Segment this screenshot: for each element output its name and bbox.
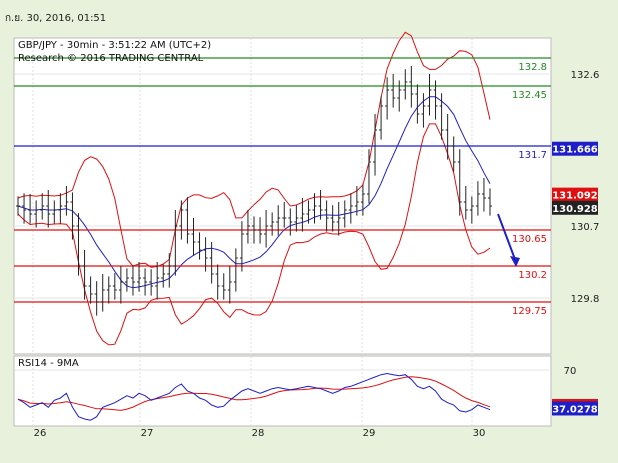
rsi-ma-line: [17, 376, 491, 411]
y-tick-label: 132.6: [571, 70, 600, 81]
level-label: 130.65: [512, 234, 547, 245]
projection-arrow: [497, 213, 517, 263]
price-tag-label: 131.666: [552, 145, 598, 156]
x-tick-label: 29: [363, 428, 376, 439]
candles: [16, 66, 492, 316]
level-label: 132.45: [512, 90, 547, 101]
chart-title: GBP/JPY - 30min - 3:51:22 AM (UTC+2): [18, 40, 211, 51]
x-tick-label: 27: [141, 428, 154, 439]
y-tick-label: 130.7: [571, 222, 600, 233]
level-label: 131.7: [518, 150, 547, 161]
grid: [14, 38, 551, 426]
chart-date: ก.ย. 30, 2016, 01:51: [5, 13, 107, 24]
chart-subtitle: Research © 2016 TRADING CENTRAL: [18, 53, 204, 64]
level-label: 132.8: [518, 62, 547, 73]
bollinger-upper: [17, 31, 491, 268]
rsi-line: [17, 372, 491, 421]
rsi-tick-label: 70: [564, 366, 577, 377]
rsi-title: RSI14 - 9MA: [18, 358, 79, 369]
price-tag: [552, 141, 598, 156]
price-tag-label: 131.092: [552, 191, 598, 202]
x-tick-label: 28: [252, 428, 265, 439]
level-label: 129.75: [512, 306, 547, 317]
rsi-tag: [552, 401, 598, 416]
rsi-tag-label: 37.0278: [552, 404, 598, 415]
moving-average: [17, 96, 491, 289]
projection-arrow-head: [510, 256, 520, 267]
bollinger-lower: [17, 123, 491, 346]
x-tick-label: 26: [34, 428, 47, 439]
rsi-lines: [17, 372, 491, 421]
level-lines: 132.8 132.45 131.7 130.65 130.2 129.75: [14, 57, 551, 317]
x-tick-label: 30: [473, 428, 486, 439]
axes: 26 27 28 29 30 132.6 130.7 129.8 70 131.666 131.09…: [34, 70, 600, 439]
y-tick-label: 129.8: [571, 294, 600, 305]
bollinger-bands: [17, 31, 491, 346]
price-tag-label: 130.928: [552, 204, 598, 215]
price-tag: [552, 200, 598, 215]
price-tag: [552, 187, 598, 202]
level-label: 130.2: [518, 270, 547, 281]
